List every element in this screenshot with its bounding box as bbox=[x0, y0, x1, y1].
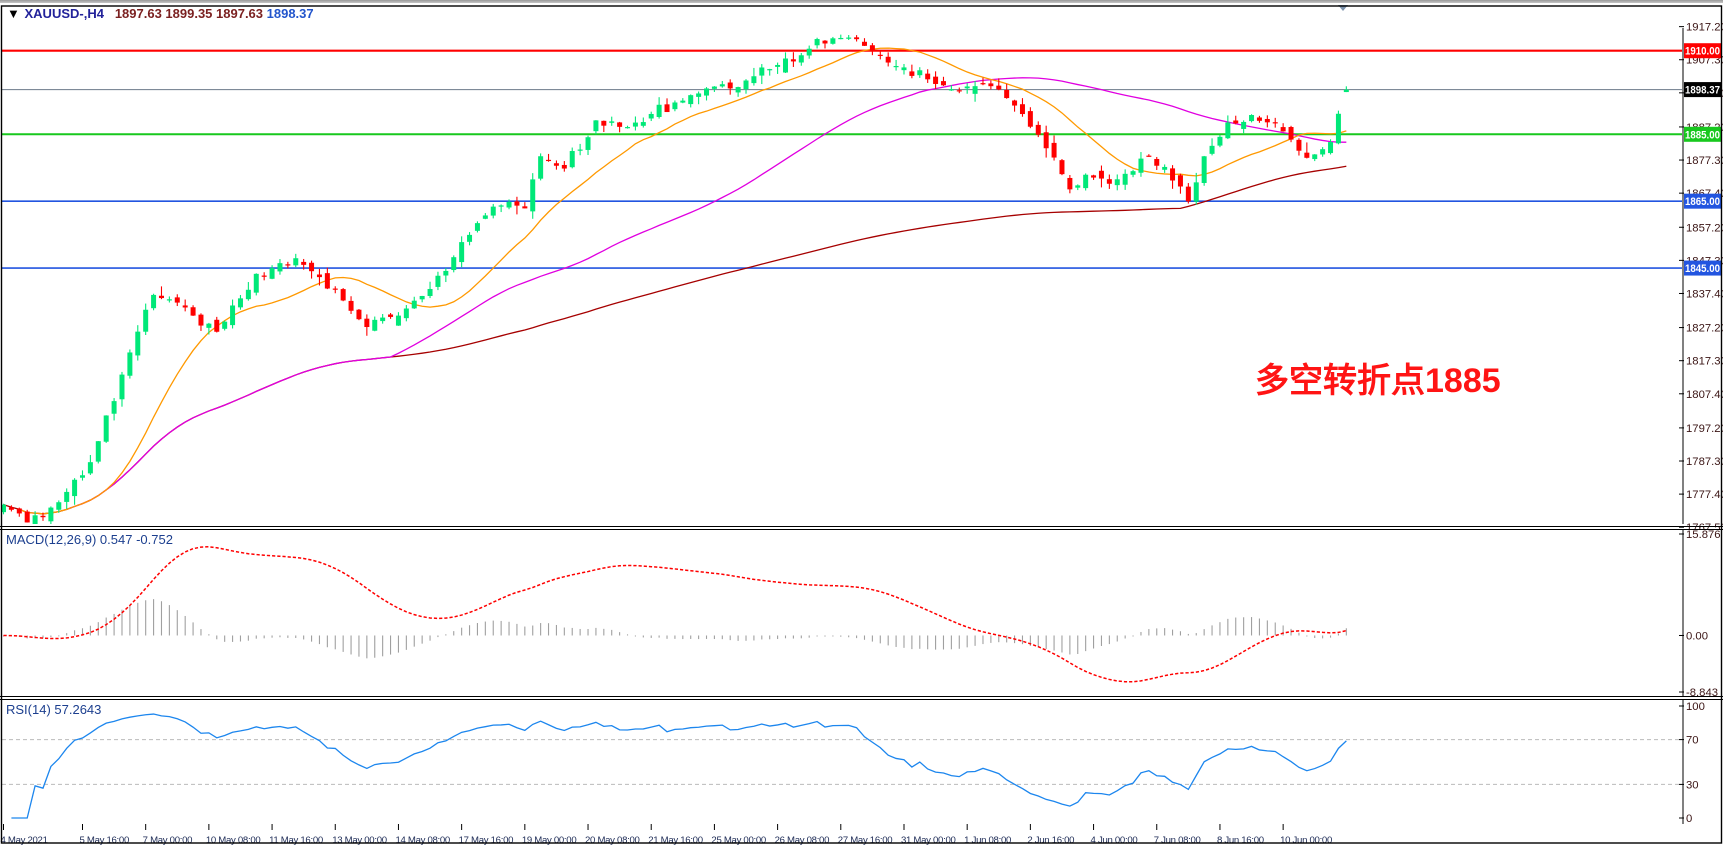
svg-text:MACD(12,26,9) 0.547 -0.752: MACD(12,26,9) 0.547 -0.752 bbox=[6, 532, 173, 547]
svg-text:1777.40: 1777.40 bbox=[1686, 489, 1723, 501]
svg-text:多空转折点1885: 多空转折点1885 bbox=[1255, 362, 1501, 400]
svg-text:1807.40: 1807.40 bbox=[1686, 389, 1723, 401]
svg-text:0: 0 bbox=[1686, 813, 1692, 825]
svg-text:1910.00: 1910.00 bbox=[1685, 46, 1720, 58]
svg-text:1837.40: 1837.40 bbox=[1686, 288, 1723, 300]
svg-text:70: 70 bbox=[1686, 735, 1699, 747]
svg-text:1787.30: 1787.30 bbox=[1686, 456, 1723, 468]
svg-text:15.876: 15.876 bbox=[1686, 529, 1721, 541]
svg-text:1857.20: 1857.20 bbox=[1686, 222, 1723, 234]
svg-text:100: 100 bbox=[1686, 701, 1705, 713]
svg-text:1827.20: 1827.20 bbox=[1686, 323, 1723, 335]
svg-text:-8.843: -8.843 bbox=[1686, 687, 1718, 699]
svg-text:1845.00: 1845.00 bbox=[1685, 263, 1720, 275]
svg-text:1817.30: 1817.30 bbox=[1686, 356, 1723, 368]
svg-text:1898.37: 1898.37 bbox=[1685, 85, 1720, 97]
svg-text:0.00: 0.00 bbox=[1686, 630, 1708, 642]
svg-text:1917.20: 1917.20 bbox=[1686, 22, 1723, 34]
svg-text:30: 30 bbox=[1686, 779, 1699, 791]
svg-text:RSI(14) 57.2643: RSI(14) 57.2643 bbox=[6, 702, 101, 717]
svg-text:1877.30: 1877.30 bbox=[1686, 155, 1723, 167]
svg-text:1865.00: 1865.00 bbox=[1685, 196, 1720, 208]
svg-text:1797.20: 1797.20 bbox=[1686, 423, 1723, 435]
svg-text:1885.00: 1885.00 bbox=[1685, 129, 1720, 141]
